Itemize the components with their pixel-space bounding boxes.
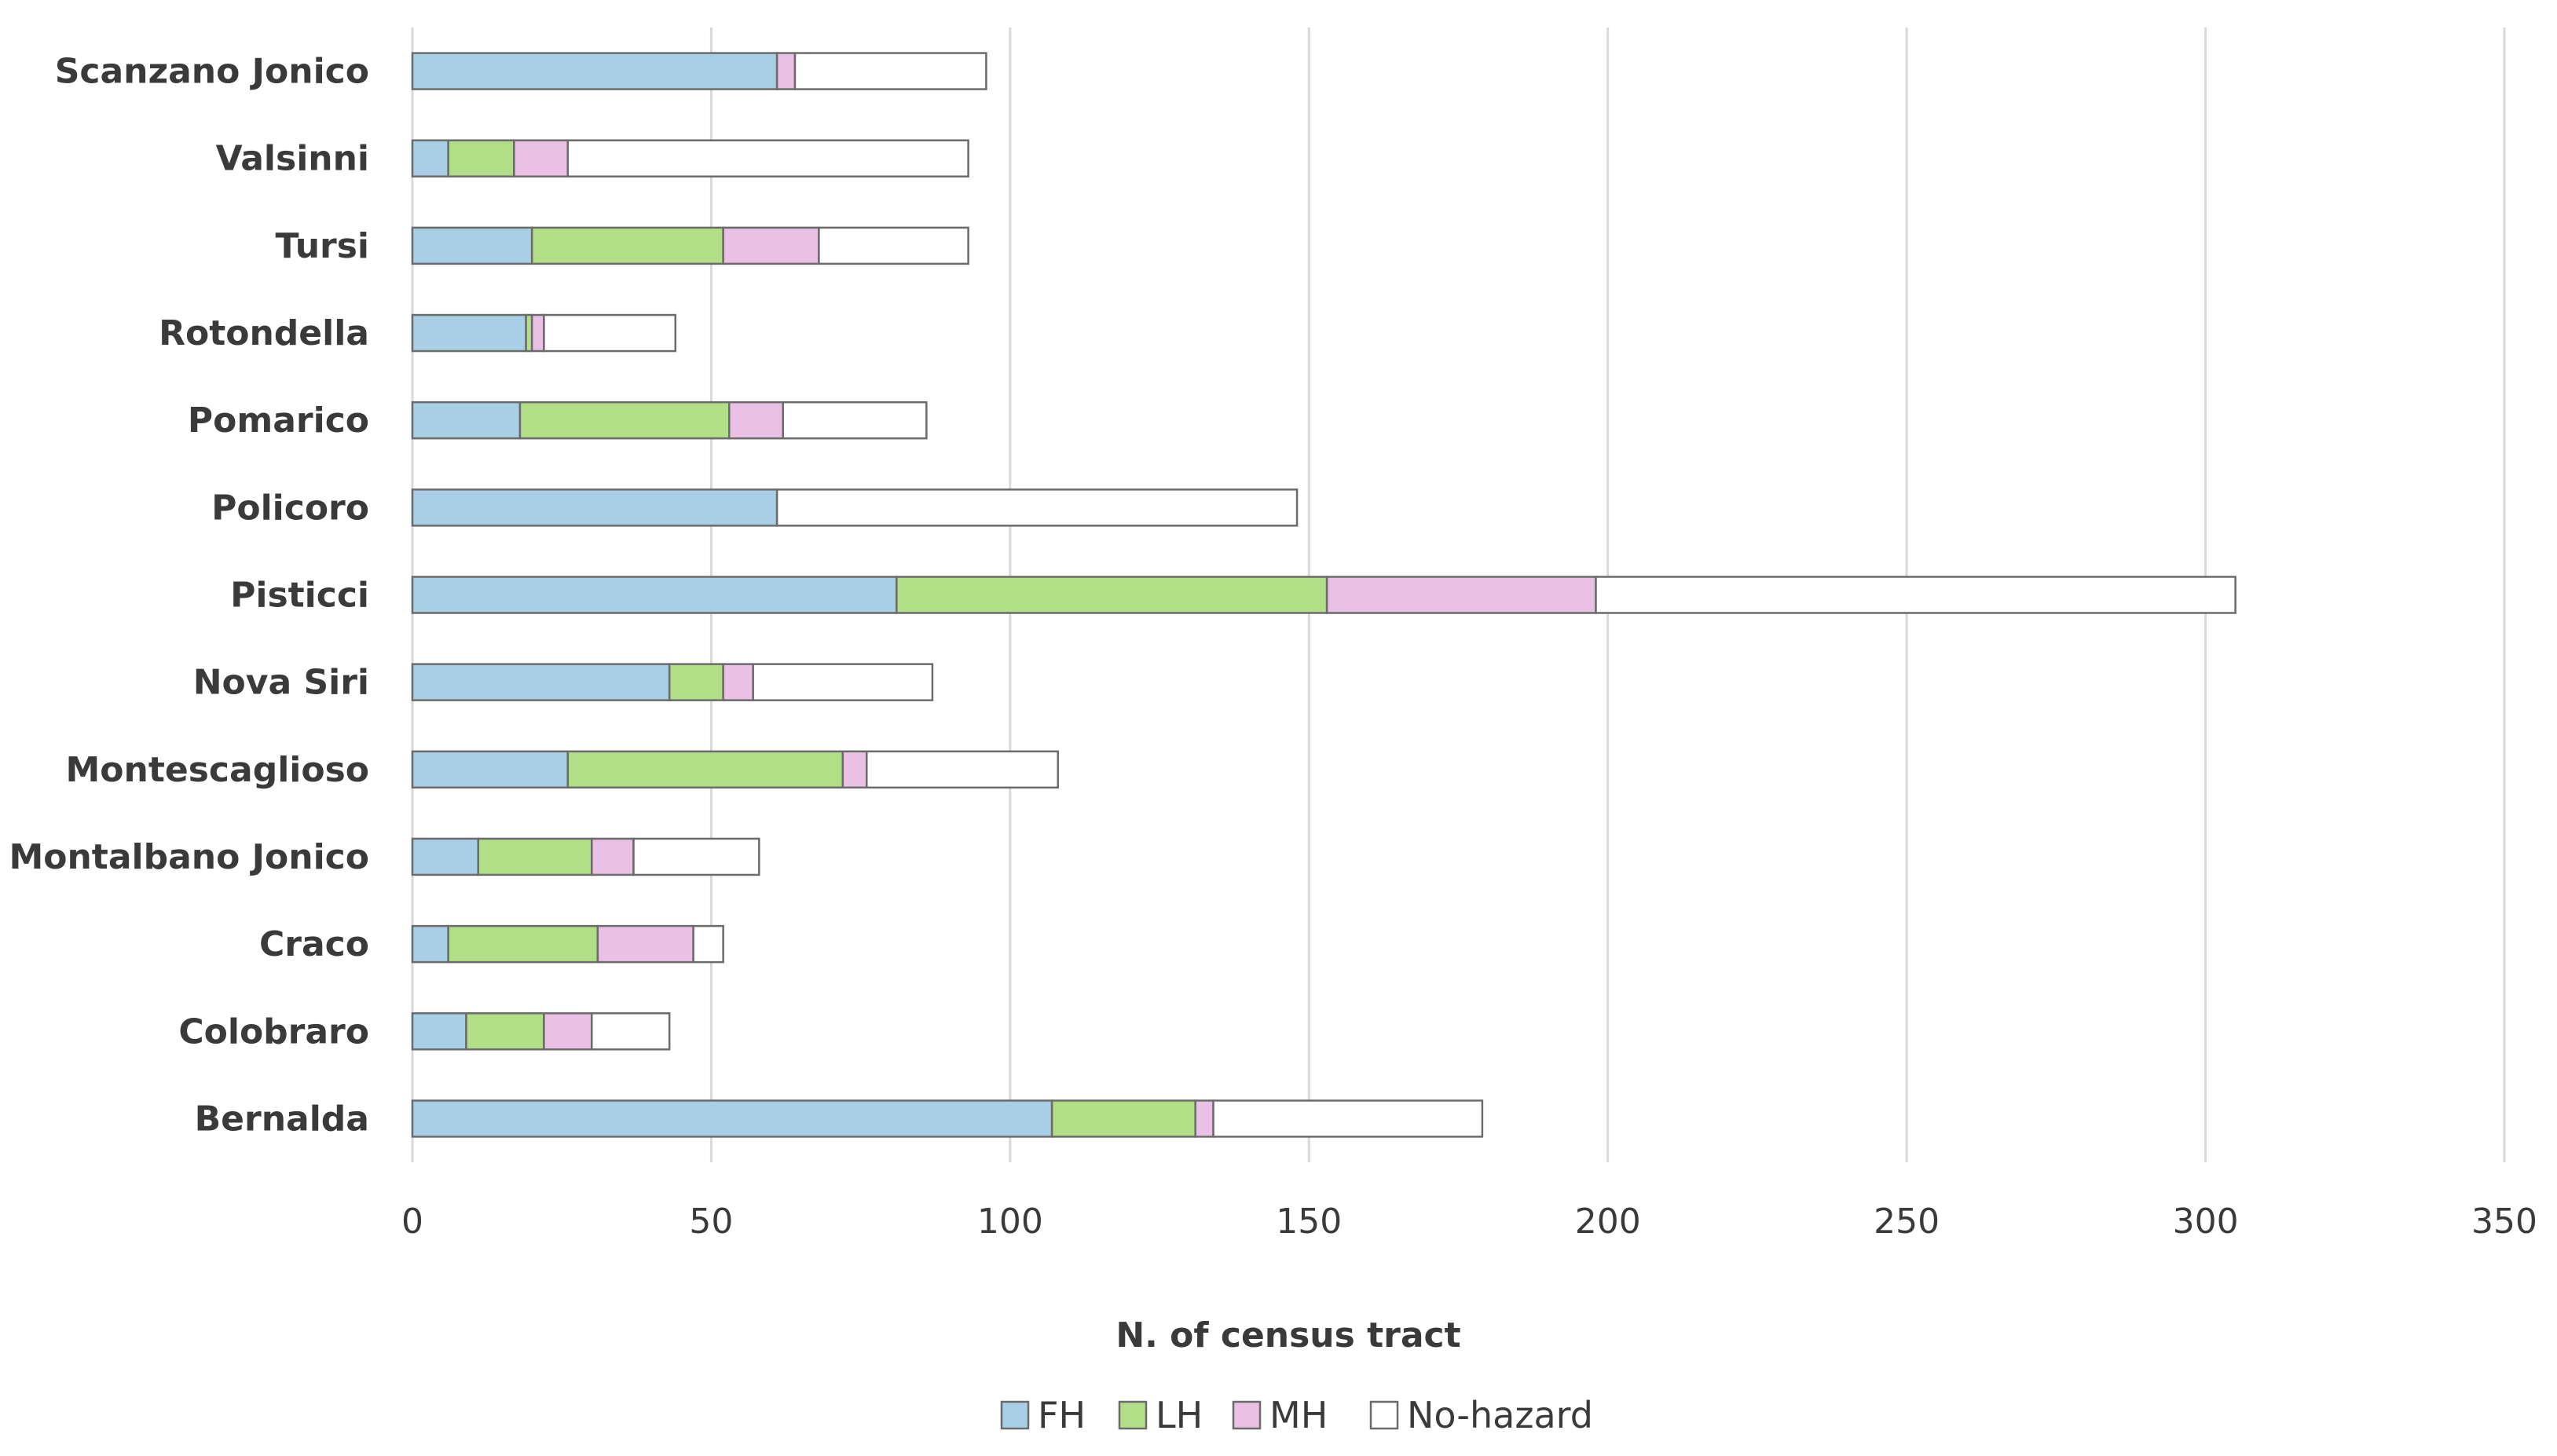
x-tick-labels: 0 50 100 150 200 250 300 350: [401, 1202, 2537, 1242]
bar-segment-mh: [591, 837, 635, 876]
bar-segment-mh: [1194, 1099, 1214, 1138]
legend: FH LH MH No-hazard: [1000, 1394, 1593, 1436]
x-tick-label: 300: [2173, 1202, 2239, 1242]
bar-segment-lh: [447, 139, 515, 177]
bar-segment-no-hazard: [866, 750, 1059, 789]
category-label: Nova Siri: [193, 663, 369, 703]
bar-segment-mh: [722, 663, 754, 701]
bar-segment-fh: [411, 139, 449, 177]
bar-segment-fh: [411, 313, 527, 353]
bar-segment-lh: [477, 837, 593, 876]
bar-segment-lh: [465, 1012, 545, 1051]
bar-segment-no-hazard: [692, 924, 724, 964]
category-labels: Scanzano Jonico Valsinni Tursi Rotondella Po…: [9, 52, 369, 1140]
bar-segment-mh: [513, 139, 570, 177]
bar-segment-fh: [411, 226, 533, 265]
category-label: Montescaglioso: [66, 750, 369, 790]
x-axis-title: N. of census tract: [1115, 1315, 1460, 1355]
bar-segment-fh: [411, 1099, 1053, 1138]
bar-segment-lh: [668, 663, 724, 701]
bar-segment-no-hazard: [632, 837, 760, 876]
bar-segment-lh: [566, 750, 844, 789]
x-tick-label: 0: [401, 1202, 423, 1242]
bar-segment-fh: [411, 401, 522, 440]
legend-label: No-hazard: [1407, 1394, 1593, 1436]
x-tick-label: 250: [1874, 1202, 1940, 1242]
bar-segment-fh: [411, 488, 778, 527]
category-label: Montalbano Jonico: [9, 837, 369, 877]
bar-segment-no-hazard: [566, 139, 969, 177]
category-label: Pomarico: [188, 401, 369, 441]
category-label: Colobraro: [178, 1012, 369, 1052]
bar-segment-no-hazard: [1595, 576, 2236, 614]
bar-segment-lh: [530, 226, 724, 265]
bar-segment-fh: [411, 52, 778, 90]
legend-swatch-no-hazard: [1369, 1400, 1399, 1430]
bar-segment-no-hazard: [793, 52, 987, 90]
bar-segment-mh: [543, 1012, 593, 1051]
x-tick-label: 100: [977, 1202, 1043, 1242]
bar-segment-lh: [896, 576, 1328, 614]
x-tick-label: 200: [1575, 1202, 1641, 1242]
category-label: Craco: [259, 924, 369, 964]
bar-segment-no-hazard: [775, 488, 1299, 527]
bar-segment-mh: [728, 401, 784, 440]
bar-segment-fh: [411, 750, 570, 789]
bar-segment-no-hazard: [818, 226, 969, 265]
bar-segment-fh: [411, 924, 449, 964]
category-label: Tursi: [276, 226, 369, 266]
legend-swatch-fh: [1000, 1400, 1030, 1430]
bar-segment-no-hazard: [782, 401, 928, 440]
category-label: Policoro: [211, 488, 369, 528]
bars: [411, 52, 2236, 1138]
bar-segment-mh: [722, 226, 820, 265]
legend-label: MH: [1269, 1394, 1328, 1436]
bar-segment-no-hazard: [752, 663, 934, 701]
category-label: Scanzano Jonico: [55, 52, 369, 92]
bar-segment-lh: [447, 924, 599, 964]
category-label: Pisticci: [230, 576, 369, 616]
bar-segment-mh: [530, 313, 545, 353]
bar-segment-mh: [596, 924, 694, 964]
category-label: Bernalda: [195, 1099, 369, 1139]
bar-segment-fh: [411, 1012, 467, 1051]
bar-segment-fh: [411, 837, 479, 876]
bar-segment-fh: [411, 576, 898, 614]
legend-label: FH: [1038, 1394, 1086, 1436]
category-label: Valsinni: [216, 139, 369, 179]
category-label: Rotondella: [159, 313, 369, 353]
bar-segment-lh: [518, 401, 731, 440]
x-tick-label: 150: [1276, 1202, 1342, 1242]
x-tick-label: 50: [689, 1202, 733, 1242]
bar-segment-lh: [1050, 1099, 1196, 1138]
bar-segment-no-hazard: [591, 1012, 671, 1051]
bar-segment-no-hazard: [543, 313, 677, 353]
legend-label: LH: [1156, 1394, 1203, 1436]
bar-segment-no-hazard: [1212, 1099, 1484, 1138]
x-tick-label: 350: [2471, 1202, 2537, 1242]
bar-segment-fh: [411, 663, 671, 701]
legend-swatch-lh: [1118, 1400, 1148, 1430]
bar-segment-mh: [775, 52, 797, 90]
legend-swatch-mh: [1232, 1400, 1262, 1430]
bar-segment-mh: [1325, 576, 1597, 614]
bar-segment-mh: [841, 750, 868, 789]
